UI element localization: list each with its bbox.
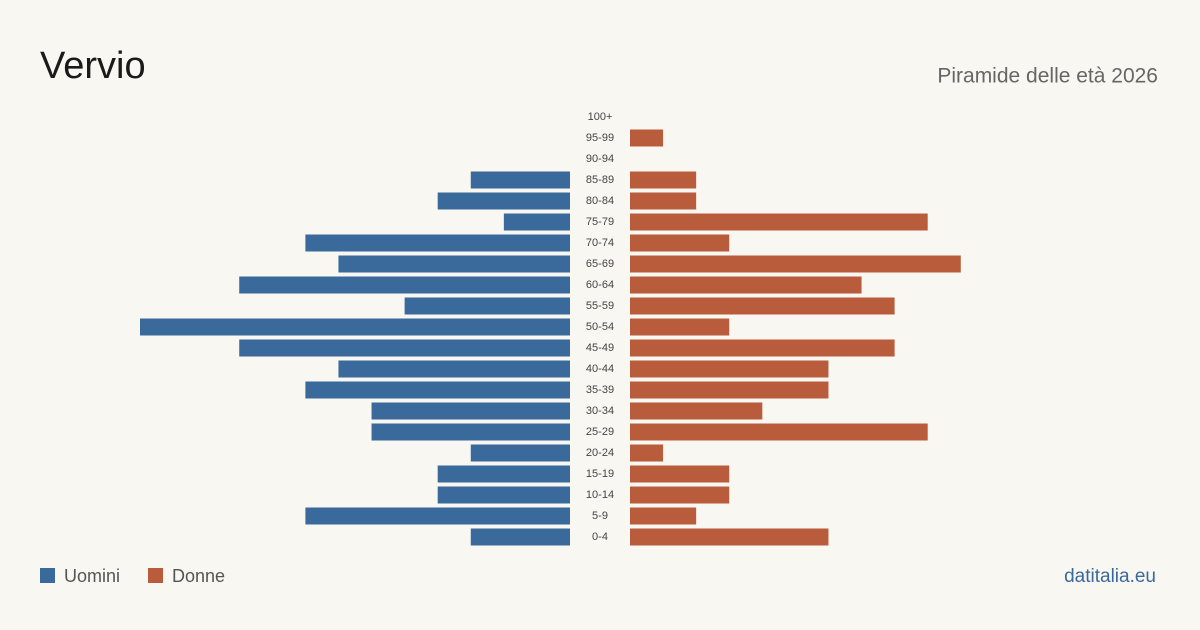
age-label: 10-14 [586, 489, 614, 501]
age-label: 80-84 [586, 195, 614, 207]
bar [630, 507, 697, 525]
bar [630, 129, 664, 147]
age-label: 75-79 [586, 216, 614, 228]
age-label: 0-4 [592, 531, 608, 543]
bar [630, 297, 895, 315]
source[interactable]: datitalia.eu [1064, 566, 1156, 587]
age-label: 70-74 [586, 237, 614, 249]
bar [503, 213, 570, 231]
age-label: 95-99 [586, 132, 614, 144]
age-label: 100+ [588, 111, 613, 123]
bar [470, 528, 570, 546]
age-label: 45-49 [586, 342, 614, 354]
bar [630, 360, 829, 378]
bar [470, 444, 570, 462]
age-label: 90-94 [586, 153, 614, 165]
bar [470, 171, 570, 189]
legend-swatch [148, 568, 164, 583]
bar [371, 402, 570, 420]
age-label: 60-64 [586, 279, 614, 291]
bar [437, 465, 570, 483]
bar [437, 192, 570, 210]
bar [630, 171, 697, 189]
age-label: 25-29 [586, 426, 614, 438]
age-label: 40-44 [586, 363, 614, 375]
legend-label: Uomini [64, 566, 120, 586]
bar [630, 192, 697, 210]
age-label: 15-19 [586, 468, 614, 480]
bar [630, 339, 895, 357]
bar [239, 276, 570, 294]
bar [630, 528, 829, 546]
bar [630, 234, 730, 252]
bar [630, 486, 730, 504]
chart-title: Vervio [40, 45, 146, 87]
legend-label: Donne [172, 566, 225, 586]
age-label: 85-89 [586, 174, 614, 186]
bar [305, 507, 570, 525]
chart-subtitle: Piramide delle età 2026 [937, 65, 1158, 88]
age-label: 30-34 [586, 405, 614, 417]
age-label: 65-69 [586, 258, 614, 270]
bar [630, 255, 961, 273]
bar [630, 465, 730, 483]
bar [404, 297, 570, 315]
bar [239, 339, 570, 357]
bar [630, 318, 730, 336]
bar [630, 402, 763, 420]
bar [630, 276, 862, 294]
age-label: 50-54 [586, 321, 614, 333]
age-label: 20-24 [586, 447, 614, 459]
bar [140, 318, 570, 336]
bar [338, 255, 570, 273]
age-label: 35-39 [586, 384, 614, 396]
bar [305, 381, 570, 399]
bar [630, 381, 829, 399]
age-label: 55-59 [586, 300, 614, 312]
bar [630, 213, 928, 231]
bar [338, 360, 570, 378]
bar [437, 486, 570, 504]
bar [371, 423, 570, 441]
age-label: 5-9 [592, 510, 608, 522]
bar [305, 234, 570, 252]
bar [630, 444, 664, 462]
bar [630, 423, 928, 441]
legend-swatch [40, 568, 55, 583]
